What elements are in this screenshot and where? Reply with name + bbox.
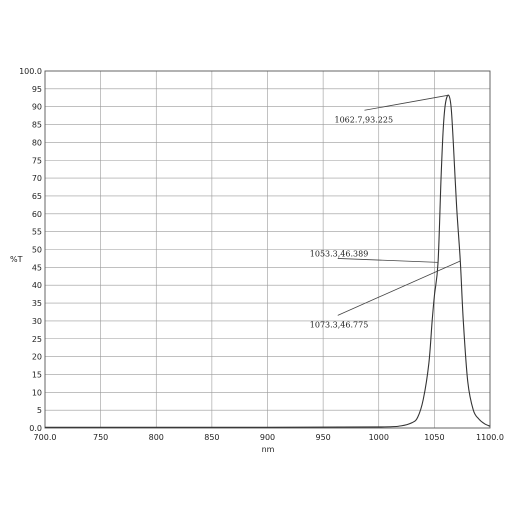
y-tick-label: 65 (32, 192, 42, 201)
y-axis-label: %T (10, 255, 23, 264)
y-tick-label: 95 (32, 85, 42, 94)
y-tick-label: 60 (32, 210, 42, 219)
y-tick-label: 75 (32, 156, 42, 165)
annotation-leader (337, 258, 439, 263)
y-tick-label: 35 (32, 299, 42, 308)
y-tick-label: 15 (32, 370, 42, 379)
x-tick-label: 800 (149, 433, 164, 442)
x-tick-label: 1100.0 (476, 433, 504, 442)
x-tick-label: 900 (260, 433, 275, 442)
y-tick-label: 5 (37, 406, 42, 415)
y-tick-label: 10 (32, 388, 42, 397)
x-tick-label: 1050 (424, 433, 444, 442)
y-tick-label: 45 (32, 263, 42, 272)
y-tick-label: 70 (32, 174, 42, 183)
annotation-label: 1053.3,46.389 (310, 249, 369, 258)
x-tick-label: 950 (315, 433, 330, 442)
y-tick-label: 25 (32, 335, 42, 344)
y-tick-label: 40 (32, 281, 42, 290)
y-tick-label: 85 (32, 121, 42, 130)
x-tick-label: 700.0 (34, 433, 57, 442)
grid (45, 71, 490, 428)
y-tick-label: 50 (32, 246, 42, 255)
annotation-label: 1073.3,46.775 (310, 320, 369, 329)
transmission-curve (44, 94, 491, 428)
x-tick-label: 1000 (369, 433, 389, 442)
y-tick-label: 90 (32, 103, 42, 112)
y-tick-label: 20 (32, 353, 42, 362)
annotation-label: 1062.7,93.225 (335, 115, 394, 124)
y-tick-label: 30 (32, 317, 42, 326)
y-tick-label: 100.0 (19, 67, 42, 76)
y-tick-label: 0.0 (29, 424, 42, 433)
annotations: 1062.7,93.225 1053.3,46.389 1073.3,46.775 (310, 94, 461, 329)
annotation-leader (337, 260, 461, 316)
x-axis-label: nm (262, 445, 275, 454)
y-tick-label: 55 (32, 228, 42, 237)
y-tick-label: 80 (32, 138, 42, 147)
x-tick-label: 850 (204, 433, 219, 442)
plot-frame (44, 70, 491, 429)
tick-labels: 0.0 5 10 15 20 25 30 35 40 45 50 55 60 65 70 75 80 85 90 95… (19, 67, 504, 442)
x-tick-label: 750 (93, 433, 108, 442)
annotation-leader (364, 94, 449, 111)
